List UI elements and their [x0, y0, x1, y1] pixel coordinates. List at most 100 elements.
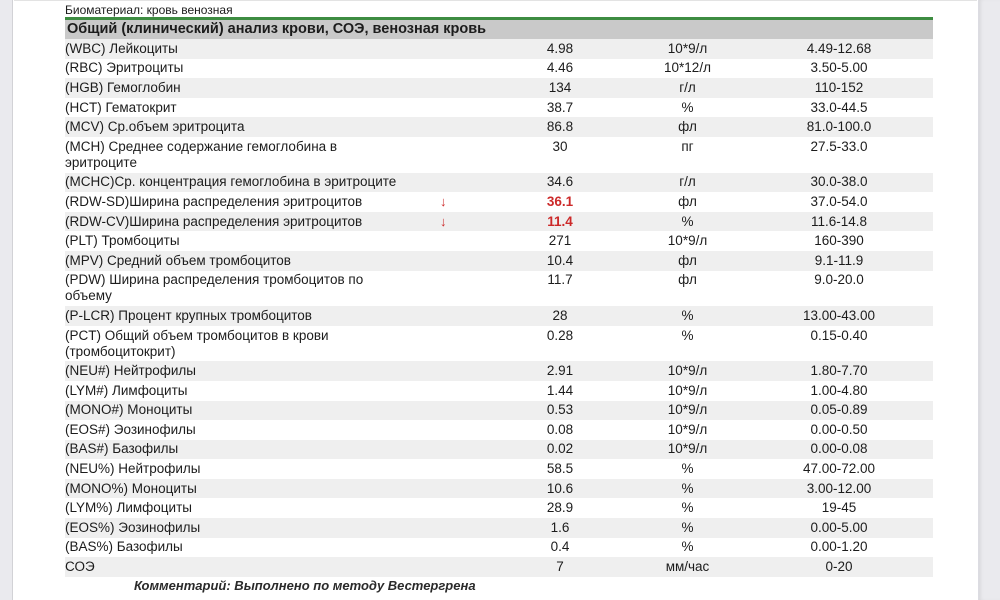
reference-range: 0.00-0.50 [810, 421, 868, 437]
result-unit: 10*12/л [664, 60, 711, 76]
flag-cell [410, 557, 490, 561]
analyte-name: (PCT) Общий объем тромбоцитов в крови (т… [65, 327, 329, 359]
table-row: (MCH) Среднее содержание гемоглобина в э… [65, 136, 933, 173]
result-value: 134 [548, 79, 572, 95]
analyte-name: (HCT) Гематокрит [65, 99, 177, 115]
reference-range: 4.49-12.68 [806, 40, 872, 56]
result-unit: 10*9/л [667, 441, 708, 457]
flag-cell [410, 326, 490, 330]
reference-range: 0.00-1.20 [810, 539, 868, 555]
result-unit: фл [678, 252, 697, 268]
comment-note: Комментарий: Выполнено по методу Вестерг… [134, 577, 476, 593]
table-row: (EOS#) Эозинофилы 0.08 10*9/л 0.00-0.50 [65, 420, 933, 440]
result-value: 10.4 [546, 252, 574, 268]
result-unit: 10*9/л [667, 40, 708, 56]
result-value: 10.6 [546, 480, 574, 496]
result-value: 1.6 [550, 519, 570, 535]
section-title: Общий (клинический) анализ крови, СОЭ, в… [65, 19, 933, 39]
reference-range: 9.0-20.0 [814, 272, 864, 288]
flag-cell [410, 98, 490, 102]
analyte-name: (NEU%) Нейтрофилы [65, 461, 201, 477]
flag-cell [410, 479, 490, 483]
analyte-name: (HGB) Гемоглобин [65, 79, 181, 95]
biomaterial-label: Биоматериал: кровь венозная [14, 0, 977, 17]
viewer-right-margin [978, 0, 1000, 600]
analyte-name: (MONO%) Моноциты [65, 480, 197, 496]
table-row: (PLT) Тромбоциты 271 10*9/л 160-390 [65, 231, 933, 251]
result-value: 58.5 [546, 461, 574, 477]
result-value: 34.6 [546, 174, 574, 190]
result-unit: 10*9/л [667, 421, 708, 437]
table-row: (BAS#) Базофилы 0.02 10*9/л 0.00-0.08 [65, 439, 933, 460]
table-row: (EOS%) Эозинофилы 1.6% 0.00-5.00 [65, 518, 933, 538]
flag-cell [410, 251, 490, 255]
reference-range: 0.00-5.00 [810, 519, 868, 535]
flag-cell [410, 518, 490, 522]
table-row: (NEU%) Нейтрофилы 58.5% 47.00-72.00 [65, 459, 933, 479]
result-value: 271 [548, 233, 572, 249]
reference-range: 81.0-100.0 [806, 119, 872, 135]
result-value: 28.9 [546, 500, 574, 516]
analyte-name: (RBC) Эритроциты [65, 60, 184, 76]
result-unit: 10*9/л [667, 363, 708, 379]
table-row: (PDW) Ширина распределения тромбоцитов п… [65, 270, 933, 307]
analyte-name: (WBC) Лейкоциты [65, 40, 178, 56]
flag-cell [410, 538, 490, 542]
analyte-name: (MONO#) Моноциты [65, 402, 193, 418]
reference-range: 3.00-12.00 [806, 480, 872, 496]
analyte-name: (MCH) Среднее содержание гемоглобина в э… [65, 138, 338, 170]
flag-cell [410, 306, 490, 310]
table-row: (MCHC)Ср. концентрация гемоглобина в эри… [65, 172, 933, 193]
result-unit: % [681, 307, 694, 323]
flag-cell [410, 137, 490, 141]
table-row: (LYM#) Лимфоциты 1.44 10*9/л 1.00-4.80 [65, 380, 933, 401]
table-row: (MONO#) Моноциты 0.53 10*9/л 0.05-0.89 [65, 400, 933, 421]
analyte-name: (NEU#) Нейтрофилы [65, 363, 196, 379]
results-table: (WBC) Лейкоциты 4.98 10*9/л 4.49-12.68 (RBC)… [65, 39, 933, 577]
result-unit: % [681, 99, 694, 115]
reference-range: 3.50-5.00 [810, 60, 868, 76]
flag-cell [410, 361, 490, 365]
result-unit: мм/час [665, 559, 710, 575]
result-value: 4.46 [546, 60, 574, 76]
analyte-name: (PDW) Ширина распределения тромбоцитов п… [65, 272, 364, 304]
result-unit: фл [678, 193, 697, 209]
result-value: 7 [556, 559, 564, 575]
result-value: 0.08 [546, 421, 574, 437]
result-value: 0.53 [546, 402, 574, 418]
result-value: 11.7 [547, 272, 573, 288]
result-unit: % [681, 480, 694, 496]
lab-report-page: Биоматериал: кровь венозная Общий (клини… [14, 0, 977, 600]
table-row: (PCT) Общий объем тромбоцитов в крови (т… [65, 325, 933, 362]
result-unit: % [681, 539, 694, 555]
reference-range: 19-45 [821, 500, 857, 516]
table-row: (RDW-CV)Ширина распределения эритроцитов… [65, 211, 933, 232]
flag-cell [410, 271, 490, 275]
analyte-name: (RDW-SD)Ширина распределения эритроцитов [65, 193, 363, 209]
reference-range: 0.15-0.40 [810, 327, 868, 343]
reference-range: 0-20 [825, 559, 853, 575]
flag-cell [410, 498, 490, 502]
result-unit: 10*9/л [667, 402, 708, 418]
reference-range: 33.0-44.5 [810, 99, 868, 115]
reference-range: 9.1-11.9 [814, 252, 864, 268]
result-value: 36.1 [546, 193, 574, 209]
table-row: (BAS%) Базофилы 0.4% 0.00-1.20 [65, 537, 933, 558]
result-unit: % [681, 327, 694, 343]
reference-range: 1.80-7.70 [810, 363, 868, 379]
result-value: 0.28 [546, 327, 574, 343]
result-value: 30 [552, 138, 568, 154]
analyte-name: СОЭ [65, 559, 95, 575]
result-value: 11.4 [547, 213, 573, 229]
analyte-name: (LYM#) Лимфоциты [65, 382, 188, 398]
flag-cell [410, 78, 490, 82]
reference-range: 13.00-43.00 [802, 307, 876, 323]
result-unit: фл [678, 119, 697, 135]
flag-cell [410, 440, 490, 444]
result-unit: фл [678, 272, 697, 288]
result-value: 28 [552, 307, 568, 323]
result-unit: % [681, 519, 694, 535]
flag-cell [410, 459, 490, 463]
analyte-name: (MPV) Средний объем тромбоцитов [65, 252, 291, 268]
